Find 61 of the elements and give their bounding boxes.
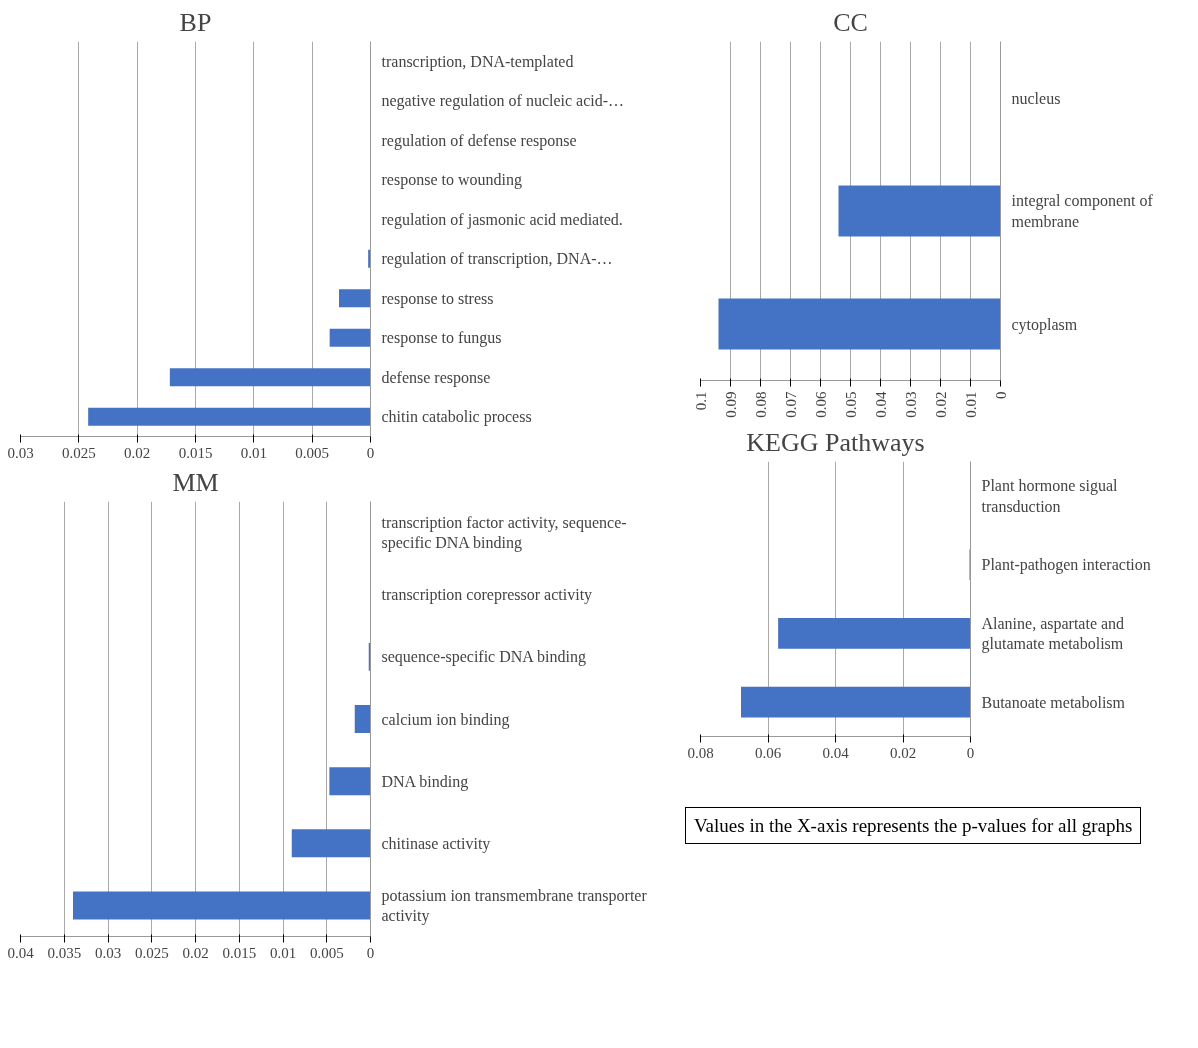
x-tick-label: 0.005 [295,444,330,461]
y-tick-label: DNA binding [381,772,469,791]
x-tick-label: 0.03 [902,391,919,418]
y-tick-label: negative regulation of nucleic acid-… [381,92,625,111]
y-tick-label: Alanine, aspartate and glutamate metabolism [981,614,1125,654]
y-tick-label: regulation of jasmonic acid mediated. [381,210,623,229]
x-tick-label: 0.02 [889,744,917,761]
x-tick-label: 0.04 [822,744,850,761]
x-tick-label: 0.06 [812,391,829,418]
y-tick-label: Butanoate metabolism [981,693,1126,711]
x-tick-label: 0.04 [872,391,889,418]
y-tick-label: Plant-pathogen interaction [981,556,1151,575]
x-tick-label: 0.015 [222,944,257,961]
chart-title: BP [179,7,212,37]
x-tick-label: 0 [366,944,375,961]
y-tick-label: cytoplasm [1011,315,1078,334]
y-tick-label: regulation of defense response [381,131,577,150]
x-tick-label: 0.06 [754,744,782,761]
x-tick-label: 0.09 [722,391,739,418]
y-tick-label: nucleus [1011,89,1061,107]
x-tick-label: 0.03 [7,444,34,461]
x-tick-label: 0.01 [962,391,979,418]
x-tick-label: 0 [366,444,375,461]
x-tick-label: 0.07 [782,391,799,418]
y-tick-label: regulation of transcription, DNA-… [381,250,613,269]
x-tick-label: 0.02 [124,444,151,461]
x-tick-label: 0.035 [47,944,82,961]
chart-title: KEGG Pathways [746,427,925,457]
y-tick-label: transcription, DNA-templated [381,52,574,71]
y-tick-label: integral component of membrane [1011,192,1154,230]
x-tick-label: 0.08 [687,744,714,761]
y-tick-label: sequence-specific DNA binding [381,648,586,667]
x-tick-label: 0.1 [692,391,709,411]
x-tick-label: 0.08 [752,391,769,418]
y-tick-label: transcription factor activity, sequence-specific DNA binding [381,513,627,553]
y-tick-label: response to stress [381,289,494,308]
y-tick-label: response to fungus [381,329,502,348]
x-tick-label: 0.02 [182,944,209,961]
chart-title: MM [172,467,219,497]
x-tick-label: 0.01 [269,944,297,961]
y-tick-label: chitinase activity [381,834,491,853]
x-tick-label: 0.005 [309,944,344,961]
x-tick-label: 0.025 [134,944,169,961]
y-tick-label: chitin catabolic process [381,408,532,427]
x-tick-label: 0 [992,391,1009,399]
x-tick-label: 0.04 [7,944,35,961]
y-tick-label: calcium ion binding [381,710,510,729]
x-tick-label: 0.05 [842,391,859,418]
x-tick-label: 0.01 [240,444,267,461]
chart-title: CC [833,7,868,37]
y-tick-label: transcription corepressor activity [381,586,593,605]
x-tick-label: 0.02 [932,391,949,418]
x-tick-label: 0.015 [178,444,213,461]
x-tick-label: 0.03 [94,944,122,961]
x-tick-label: 0.025 [61,444,96,461]
y-tick-label: Plant hormone sigual transduction [981,477,1119,515]
y-tick-label: defense response [381,368,491,387]
x-tick-label: 0 [966,744,975,761]
y-tick-label: potassium ion transmembrane transporter activity [381,886,648,926]
y-tick-label: response to wounding [381,171,522,190]
text: Values in the X-axis represents the p-values for all graphs [694,814,1133,839]
